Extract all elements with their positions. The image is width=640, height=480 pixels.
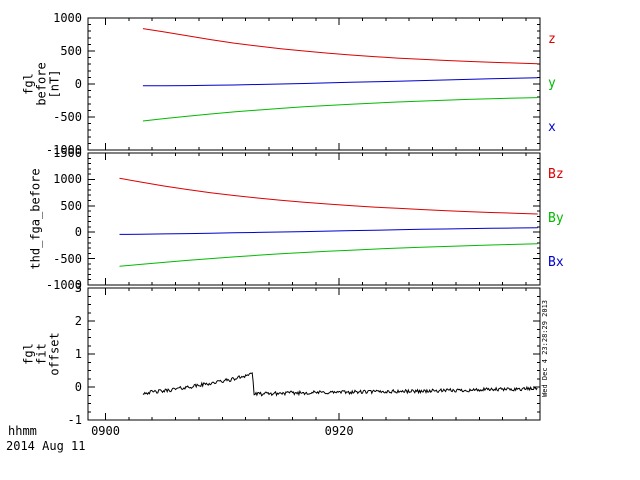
series-line-By [119,243,538,267]
creation-timestamp: Wed Dec 4 23:28:29 2013 [541,300,549,397]
y-tick-label: 0 [74,77,82,91]
x-tick-label: 0900 [91,424,120,438]
series-label-By: By [548,211,564,226]
series-label-x: x [548,120,556,135]
panel-border [87,17,541,151]
series-line-z [142,28,538,65]
series-line-y [142,97,538,122]
y-tick-label: 0 [74,225,82,240]
y-tick-label: -500 [53,251,82,266]
x-axis-label: hhmm [8,424,37,438]
series-label-Bx: Bx [548,255,564,270]
y-tick-label: -1000 [45,278,82,292]
y-tick-label: 500 [60,44,82,58]
y-tick-label: 1 [74,347,82,361]
y-tick-label: -1 [67,413,82,427]
y-tick-label: 500 [60,198,82,213]
series-line-offset [142,372,538,397]
y-tick-label: 1000 [53,172,82,187]
y-tick-label: 0 [74,380,82,394]
series-line-Bz [119,177,538,215]
x-tick-label: 0920 [324,424,354,438]
panel-border [87,287,541,421]
y-tick-label: 1500 [53,146,82,160]
y-tick-label: 1000 [53,11,82,25]
y-tick-label: 2 [74,314,82,328]
y-tick-label: -500 [53,110,82,124]
series-line-x [142,77,538,87]
panel-border [87,152,541,286]
series-label-z: z [548,32,556,47]
y-tick-label: 3 [74,281,82,295]
date-label: 2014 Aug 11 [6,439,86,453]
series-line-Bx [119,227,538,235]
series-label-y: y [548,76,556,91]
series-label-Bz: Bz [548,167,564,182]
y-tick-label: -1000 [45,143,82,157]
